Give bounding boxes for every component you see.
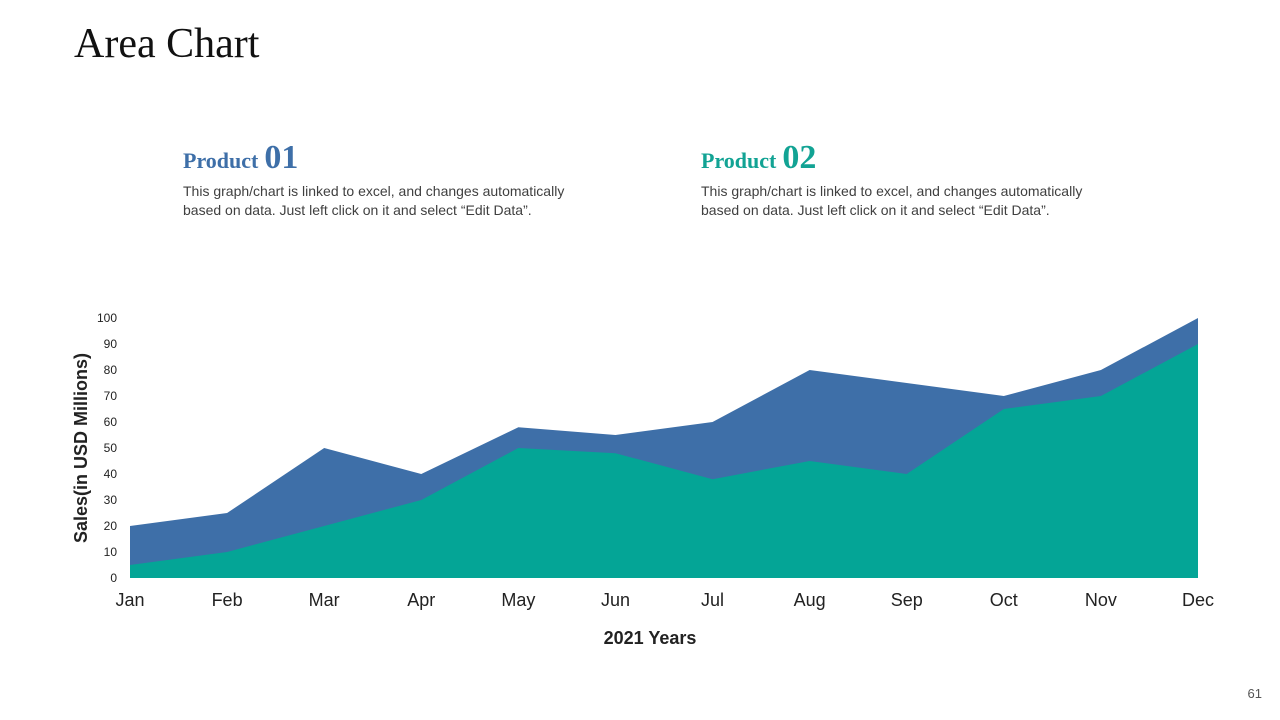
- product-01-heading: Product 01: [183, 138, 603, 178]
- x-tick-label: Apr: [407, 590, 435, 610]
- product-01-description: This graph/chart is linked to excel, and…: [183, 183, 565, 218]
- x-tick-label: Jul: [701, 590, 724, 610]
- x-tick-label: Feb: [212, 590, 243, 610]
- x-tick-label: Aug: [794, 590, 826, 610]
- x-tick-label: Nov: [1085, 590, 1117, 610]
- slide-title: Area Chart: [74, 21, 260, 67]
- y-axis-ticks: 0 10 20 30 40 50 60 70 80 90 100: [97, 311, 117, 585]
- page-number: 61: [1247, 686, 1262, 701]
- y-tick-label: 100: [97, 311, 117, 325]
- y-tick-label: 80: [104, 363, 118, 377]
- product-02-number: 02: [782, 139, 817, 176]
- product-01-block: Product 01 This graph/chart is linked to …: [183, 138, 603, 220]
- product-01-label: Product: [183, 148, 259, 173]
- x-tick-label: Mar: [309, 590, 340, 610]
- product-02-block: Product 02 This graph/chart is linked to …: [701, 138, 1121, 220]
- y-tick-label: 60: [104, 415, 118, 429]
- y-axis-label: Sales(in USD Millions): [71, 353, 91, 543]
- y-tick-label: 30: [104, 493, 118, 507]
- y-tick-label: 70: [104, 389, 118, 403]
- x-tick-label: Sep: [891, 590, 923, 610]
- chart-areas: [130, 318, 1198, 578]
- product-02-label: Product: [701, 148, 777, 173]
- y-tick-label: 10: [104, 545, 118, 559]
- x-tick-label: Jan: [115, 590, 144, 610]
- y-tick-label: 20: [104, 519, 118, 533]
- x-axis-ticks: Jan Feb Mar Apr May Jun Jul Aug Sep Oct Nov Dec: [115, 590, 1214, 610]
- y-tick-label: 50: [104, 441, 118, 455]
- x-axis-label: 2021 Years: [604, 628, 697, 648]
- x-tick-label: Oct: [990, 590, 1018, 610]
- area-series-2: [130, 344, 1198, 578]
- x-tick-label: Dec: [1182, 590, 1214, 610]
- x-tick-label: Jun: [601, 590, 630, 610]
- y-tick-label: 90: [104, 337, 118, 351]
- product-02-heading: Product 02: [701, 138, 1121, 178]
- product-02-description: This graph/chart is linked to excel, and…: [701, 183, 1083, 218]
- y-tick-label: 40: [104, 467, 118, 481]
- product-01-number: 01: [264, 139, 299, 176]
- y-tick-label: 0: [110, 571, 117, 585]
- x-tick-label: May: [501, 590, 535, 610]
